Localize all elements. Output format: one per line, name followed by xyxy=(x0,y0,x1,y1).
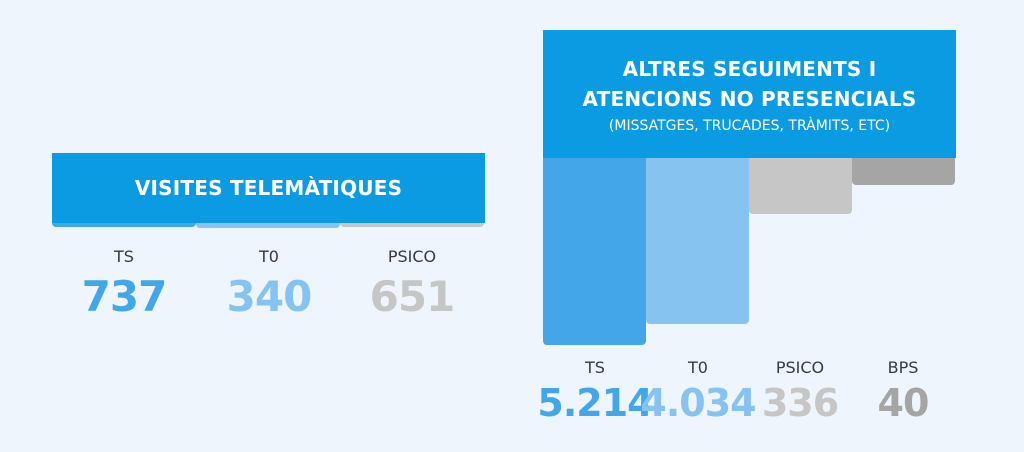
chart-title-line-2: ATENCIONS NO PRESENCIALS xyxy=(582,87,917,111)
value-label-psico: 651 xyxy=(369,272,456,321)
bar-ts xyxy=(543,140,646,345)
value-label-psico-2: 336 xyxy=(761,381,839,425)
chart-title: VISITES TELEMÀTIQUES xyxy=(134,176,403,200)
chart-title-banner-2: ALTRES SEGUIMENTS I ATENCIONS NO PRESENC… xyxy=(543,30,956,158)
chart-title-line-1: ALTRES SEGUIMENTS I xyxy=(622,57,877,81)
bar-t0 xyxy=(646,140,749,324)
category-label-t0: T0 xyxy=(259,247,279,266)
value-label-bps-2: 40 xyxy=(877,381,930,425)
category-label-t0-2: T0 xyxy=(688,358,708,377)
chart-title-banner: VISITES TELEMÀTIQUES xyxy=(52,153,485,223)
category-label-ts-2: TS xyxy=(585,358,605,377)
value-label-t0-2: 4.034 xyxy=(640,381,756,425)
category-label-ts: TS xyxy=(114,247,134,266)
value-label-t0: 340 xyxy=(226,272,313,321)
value-label-ts-2: 5.214 xyxy=(537,381,653,425)
category-label-psico-2: PSICO xyxy=(775,358,825,377)
category-label-psico: PSICO xyxy=(387,247,437,266)
category-label-bps-2: BPS xyxy=(887,358,919,377)
chart-subtitle: (MISSATGES, TRUCADES, TRÀMITS, ETC) xyxy=(608,118,891,134)
value-label-ts: 737 xyxy=(81,272,168,321)
